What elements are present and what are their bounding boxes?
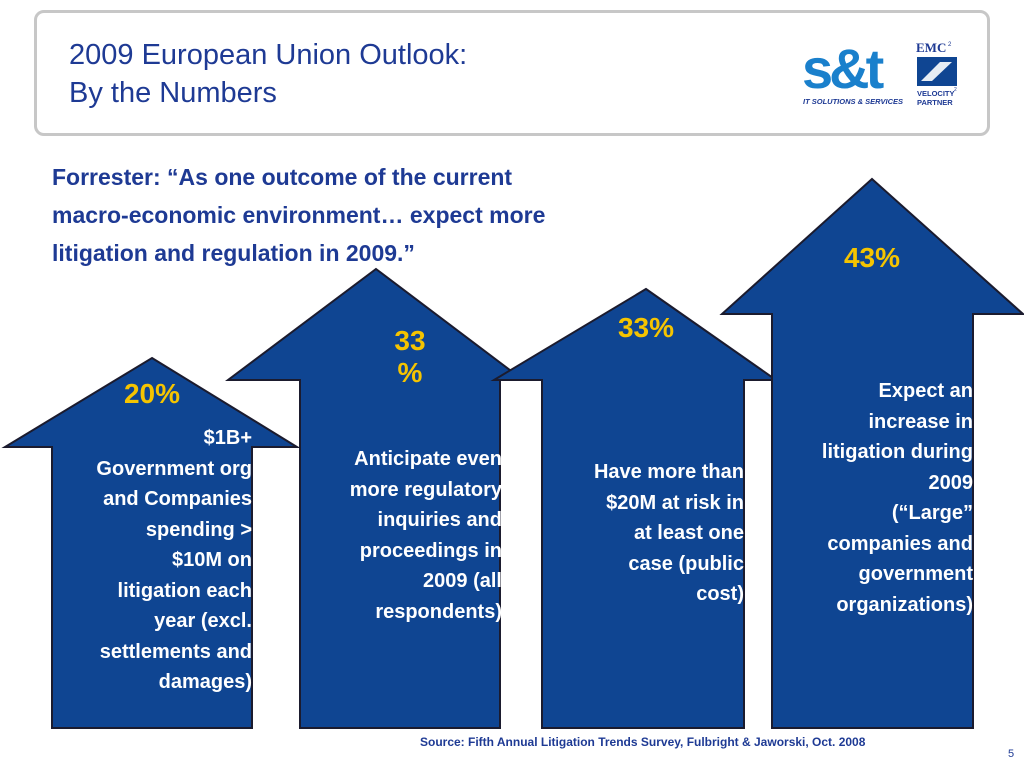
arrow-4-percent: 43% xyxy=(824,242,920,274)
arrow-2-percent-text: 33 xyxy=(394,325,426,356)
arrow-2-desc-line: respondents) xyxy=(375,600,502,623)
arrow-1-desc-line: litigation each xyxy=(117,579,252,602)
arrow-2-desc-line: 2009 (all xyxy=(423,570,502,592)
quote-line-3: litigation and regulation in 2009.” xyxy=(52,240,415,266)
arrow-3-desc-line: cost) xyxy=(696,583,744,605)
slide-title-line-1: 2009 European Union Outlook: xyxy=(69,39,468,71)
arrow-3-percent: 33% xyxy=(598,312,694,344)
arrow-4-desc-line: government xyxy=(858,563,973,585)
arrow-2-desc-line: Anticipate even xyxy=(354,448,502,470)
arrow-1-desc-line: $1B+ xyxy=(203,427,252,449)
arrow-4-desc-line: companies and xyxy=(827,532,973,555)
st-logo-letters: s&t xyxy=(802,40,884,100)
page-number: 5 xyxy=(1008,748,1015,760)
arrow-3-percent-text: 33% xyxy=(617,312,675,343)
emc-velocity-logo: EMC 2 VELOCITY 2 PARTNER xyxy=(916,40,957,107)
arrow-3-desc-line: Have more than xyxy=(593,461,744,483)
arrow-2-desc-line: proceedings in xyxy=(359,539,502,562)
st-logo: s&t IT SOLUTIONS & SERVICES xyxy=(802,40,903,106)
arrow-4-desc-line: (“Large” xyxy=(891,502,973,524)
arrow-4-desc-line: increase in xyxy=(868,410,973,433)
slide-title-line-2: By the Numbers xyxy=(69,77,277,109)
arrow-2-percent: 33 % xyxy=(362,325,458,389)
arrow-3-description: Have more than $20M at risk in at least … xyxy=(530,457,744,610)
arrow-1-desc-line: spending > xyxy=(145,518,252,541)
arrow-1-desc-line: settlements and xyxy=(99,640,252,663)
emc-logo-sup: 2 xyxy=(948,42,952,48)
arrow-4-desc-line: 2009 xyxy=(928,471,974,494)
arrow-3-desc-line: at least one xyxy=(633,522,744,544)
arrow-3-desc-line: case (public xyxy=(628,552,744,575)
arrow-2-desc-line: more regulatory xyxy=(349,478,502,501)
arrow-4-desc-line: litigation during xyxy=(821,441,973,463)
quote-line-2: macro-economic environment… expect more xyxy=(52,202,546,228)
arrow-2-percent-text: % xyxy=(397,357,423,388)
arrow-1-desc-line: Government org xyxy=(96,457,252,480)
arrow-1-desc-line: year (excl. xyxy=(154,610,252,632)
arrow-2-description: Anticipate even more regulatory inquirie… xyxy=(290,444,502,627)
arrow-4-desc-line: organizations) xyxy=(836,593,973,616)
velocity-logo-text: VELOCITY xyxy=(917,89,955,98)
partner-logo-text: PARTNER xyxy=(917,98,953,107)
st-logo-tagline: IT SOLUTIONS & SERVICES xyxy=(803,97,903,106)
arrow-4-desc-line: Expect an xyxy=(878,380,973,402)
arrow-2-desc-line: inquiries and xyxy=(377,509,502,531)
arrow-4-shape xyxy=(719,177,1024,729)
arrow-1-description: $1B+ Government org and Companies spendi… xyxy=(40,423,252,698)
arrow-1-desc-line: $10M on xyxy=(171,549,252,571)
velocity-logo-sup: 2 xyxy=(954,87,957,93)
arrow-1-percent-text: 20% xyxy=(123,378,181,409)
title-box: 2009 European Union Outlook: By the Numb… xyxy=(34,10,990,136)
source-citation: Source: Fifth Annual Litigation Trends S… xyxy=(420,735,866,749)
emc-logo-text: EMC xyxy=(916,40,946,55)
arrow-1-shape xyxy=(1,356,301,729)
arrow-1-desc-line: damages) xyxy=(158,671,252,693)
forrester-quote: Forrester: “As one outcome of the curren… xyxy=(52,158,682,272)
arrow-4-description: Expect an increase in litigation during … xyxy=(760,376,973,620)
arrow-4-percent-text: 43% xyxy=(843,242,901,273)
arrow-3-desc-line: $20M at risk in xyxy=(606,491,744,514)
arrow-3-shape xyxy=(490,287,780,729)
logo-group: s&t IT SOLUTIONS & SERVICES EMC 2 VELOCI… xyxy=(802,40,957,107)
arrow-1-desc-line: and Companies xyxy=(103,488,252,510)
quote-line-1: Forrester: “As one outcome of the curren… xyxy=(52,164,513,190)
arrow-1-percent: 20% xyxy=(104,378,200,410)
